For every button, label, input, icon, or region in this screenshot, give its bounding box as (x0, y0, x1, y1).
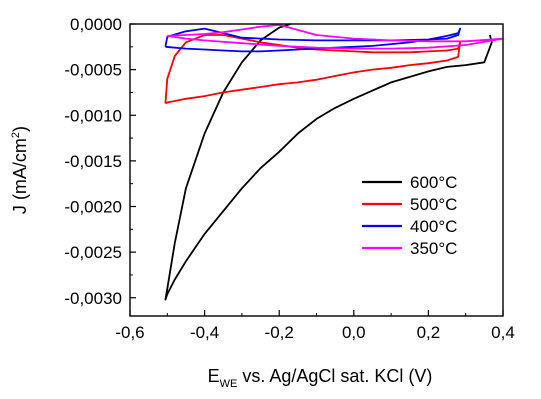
ticks-layer (129, 23, 504, 316)
series-line-400c (164, 27, 462, 53)
legend-label: 350°C (410, 239, 457, 258)
labels-layer: -0,6 -0,4 -0,2 0,0 0,2 0,4 0,0000 -0,0005 -0,001… (64, 15, 514, 342)
series-line-350c (167, 23, 504, 50)
y-tick-label: -0,0015 (64, 152, 122, 171)
y-tick-label: -0,0005 (64, 61, 122, 80)
x-tick-label: -0,6 (115, 323, 144, 342)
legend-label: 600°C (410, 173, 457, 192)
x-tick-label: -0,4 (190, 323, 219, 342)
y-tick-label: -0,0020 (64, 198, 122, 217)
x-tick-label: 0,0 (342, 323, 366, 342)
series-layer (164, 23, 504, 301)
y-tick-label: -0,0010 (64, 106, 122, 125)
y-tick-label: -0,0025 (64, 243, 122, 262)
x-tick-label: 0,2 (417, 323, 441, 342)
legend: 600°C 500°C 400°C 350°C (362, 173, 457, 258)
series-line-500c (164, 34, 462, 105)
x-axis-title: EWE vs. Ag/AgCl sat. KCl (V) (208, 366, 433, 390)
y-tick-label: 0,0000 (70, 15, 122, 34)
y-tick-label: -0,0030 (64, 289, 122, 308)
legend-label: 500°C (410, 195, 457, 214)
x-tick-label: -0,2 (265, 323, 294, 342)
y-axis-title: J (mA/cm2) (10, 126, 30, 214)
legend-label: 400°C (410, 217, 457, 236)
series-line-600c (164, 23, 493, 301)
x-tick-label: 0,4 (491, 323, 515, 342)
